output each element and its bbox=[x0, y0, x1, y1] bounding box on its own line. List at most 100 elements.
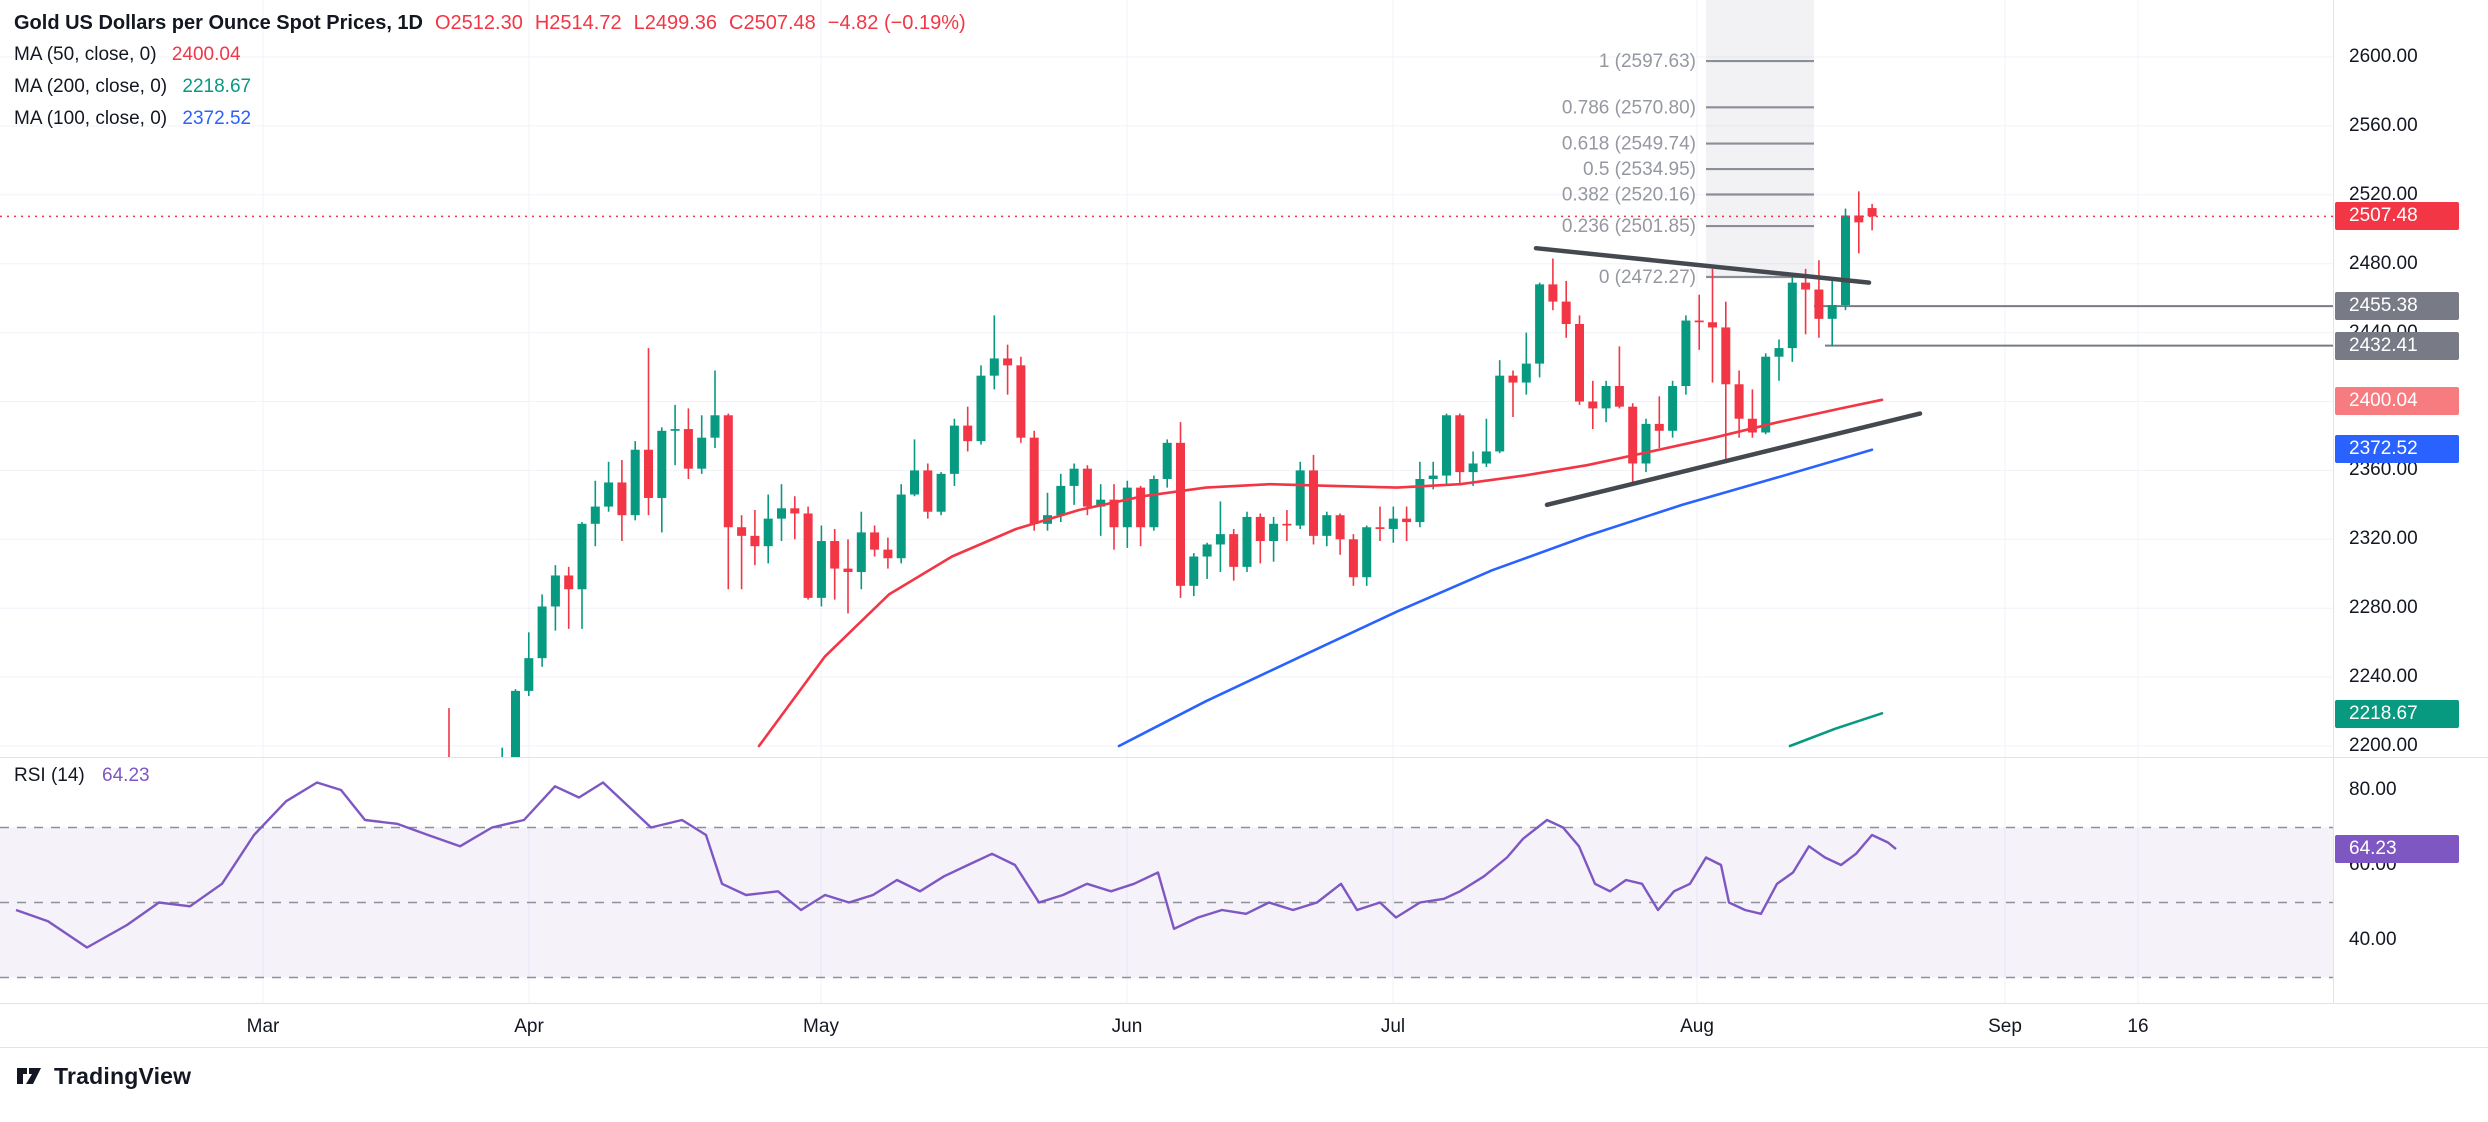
candle-body bbox=[949, 425, 959, 474]
candle-body bbox=[1854, 215, 1864, 223]
price-badge[interactable]: 2218.67 bbox=[2335, 699, 2459, 728]
fib-level-label: 0 (2472.27) bbox=[1599, 267, 1696, 288]
price-badge[interactable]: 2372.52 bbox=[2335, 434, 2459, 463]
fib-level-label: 0.236 (2501.85) bbox=[1562, 216, 1696, 237]
time-axis-label[interactable]: Jul bbox=[1380, 1016, 1406, 1037]
candle-body bbox=[910, 470, 919, 495]
candle-body bbox=[1841, 215, 1850, 306]
candle-body bbox=[577, 523, 587, 590]
price-tick: 2600.00 bbox=[2349, 46, 2418, 67]
time-axis-label[interactable]: Jun bbox=[1111, 1016, 1143, 1037]
price-tick: 2200.00 bbox=[2349, 735, 2418, 756]
candle-body bbox=[1442, 415, 1451, 476]
price-badge[interactable]: 2455.38 bbox=[2335, 292, 2459, 321]
candle-body bbox=[1561, 301, 1571, 324]
time-axis-label[interactable]: Sep bbox=[1988, 1016, 2022, 1037]
candle-body bbox=[1641, 423, 1651, 464]
chart-legend: Gold US Dollars per Ounce Spot Prices, 1… bbox=[14, 8, 966, 136]
candle-body bbox=[564, 575, 574, 590]
price-tick: 2520.00 bbox=[2349, 183, 2418, 205]
time-axis-label[interactable]: Aug bbox=[1680, 1016, 1714, 1037]
ma100-label: MA (100, close, 0) bbox=[14, 108, 168, 129]
candle-body bbox=[1202, 544, 1212, 557]
candle-body bbox=[856, 532, 866, 573]
price-badge[interactable]: 2400.04 bbox=[2335, 387, 2459, 416]
time-axis-label[interactable]: Mar bbox=[246, 1016, 280, 1037]
fib-level-label: 0.786 (2570.80) bbox=[1562, 97, 1696, 118]
chart-bottom-border bbox=[0, 1047, 2488, 1048]
time-axis[interactable]: Mar Apr May Jun Jul Aug Sep 16 bbox=[0, 1004, 2333, 1047]
price-tick: 2240.00 bbox=[2349, 666, 2418, 688]
candle-body bbox=[1176, 442, 1185, 586]
candle-body bbox=[1082, 468, 1092, 507]
candle-body bbox=[936, 473, 946, 512]
trendline[interactable] bbox=[1533, 245, 1872, 285]
candle-body bbox=[604, 482, 614, 507]
candle-body bbox=[1136, 487, 1146, 528]
ma-line[interactable] bbox=[1788, 712, 1884, 748]
candle-body bbox=[923, 470, 933, 512]
candle-body bbox=[803, 513, 813, 598]
rsi-legend-row[interactable]: RSI (14) 64.23 bbox=[14, 765, 150, 787]
rsi-label: RSI (14) bbox=[14, 765, 85, 786]
ma100-value: 2372.52 bbox=[182, 108, 252, 129]
candle-body bbox=[1029, 437, 1039, 524]
candle-body bbox=[697, 437, 707, 469]
trendline[interactable] bbox=[1544, 411, 1923, 508]
candle-body bbox=[1747, 418, 1757, 433]
candle-body bbox=[1601, 385, 1611, 409]
candle-body bbox=[1295, 470, 1305, 526]
candle-body bbox=[1721, 327, 1731, 385]
ma50-legend-row[interactable]: MA (50, close, 0) 2400.04 bbox=[14, 40, 966, 72]
ma100-legend-row[interactable]: MA (100, close, 0) 2372.52 bbox=[14, 104, 966, 136]
main-chart-canvas[interactable]: 1 (2597.63) 0.786 (2570.80) 0.618 (2549.74… bbox=[0, 0, 2333, 757]
candle-body bbox=[644, 449, 653, 498]
candle-body bbox=[816, 541, 826, 598]
candle-body bbox=[989, 358, 999, 376]
ma-line[interactable] bbox=[757, 398, 1884, 748]
candle-body bbox=[1322, 515, 1332, 536]
candle-body bbox=[1654, 423, 1664, 431]
candle-body bbox=[1761, 356, 1771, 433]
candle-body bbox=[617, 482, 627, 516]
ma-line[interactable] bbox=[1117, 448, 1874, 748]
candle-body bbox=[870, 532, 880, 550]
candle-body bbox=[1614, 385, 1624, 407]
candle-body bbox=[790, 508, 800, 514]
candle-body bbox=[1455, 415, 1465, 473]
time-axis-label[interactable]: 16 bbox=[2127, 1016, 2149, 1037]
candle-body bbox=[723, 415, 733, 528]
price-badge[interactable]: 2432.41 bbox=[2335, 331, 2459, 360]
brand-name[interactable]: TradingView bbox=[54, 1062, 192, 1089]
candle-body bbox=[963, 425, 973, 442]
symbol-title[interactable]: Gold US Dollars per Ounce Spot Prices, 1… bbox=[14, 12, 423, 34]
time-axis-label[interactable]: Apr bbox=[514, 1016, 544, 1037]
candle-body bbox=[1827, 305, 1837, 319]
candle-body bbox=[1162, 442, 1172, 480]
ma200-legend-row[interactable]: MA (200, close, 0) 2218.67 bbox=[14, 72, 966, 104]
candle-body bbox=[1269, 523, 1279, 542]
time-axis-divider bbox=[0, 1003, 2488, 1004]
candle-body bbox=[710, 415, 720, 438]
panel-divider[interactable] bbox=[0, 757, 2488, 758]
price-tick: 2480.00 bbox=[2349, 252, 2418, 274]
candle-body bbox=[1122, 487, 1132, 528]
time-axis-label[interactable]: May bbox=[803, 1016, 839, 1037]
price-badge[interactable]: 2507.48 bbox=[2335, 202, 2459, 231]
rsi-badge[interactable]: 64.23 bbox=[2335, 835, 2459, 864]
candle-body bbox=[683, 429, 693, 469]
candlestick-series bbox=[448, 191, 1877, 757]
candle-body bbox=[830, 541, 840, 569]
candle-body bbox=[1575, 323, 1584, 402]
price-scale[interactable]: 2600.002560.002520.002480.002440.002400.… bbox=[2334, 0, 2488, 1003]
candle-body bbox=[976, 375, 986, 442]
tradingview-logo-icon[interactable] bbox=[14, 1062, 44, 1090]
fib-level-label: 0.5 (2534.95) bbox=[1583, 159, 1696, 180]
candle-body bbox=[1495, 375, 1505, 452]
rsi-value: 64.23 bbox=[102, 765, 150, 786]
fib-retracement-tool[interactable]: 1 (2597.63) 0.786 (2570.80) 0.618 (2549.74… bbox=[1562, 0, 1814, 288]
candle-body bbox=[1694, 320, 1704, 323]
candle-body bbox=[1375, 527, 1385, 529]
candle-body bbox=[511, 690, 520, 757]
rsi-chart-canvas[interactable] bbox=[0, 757, 2333, 1003]
